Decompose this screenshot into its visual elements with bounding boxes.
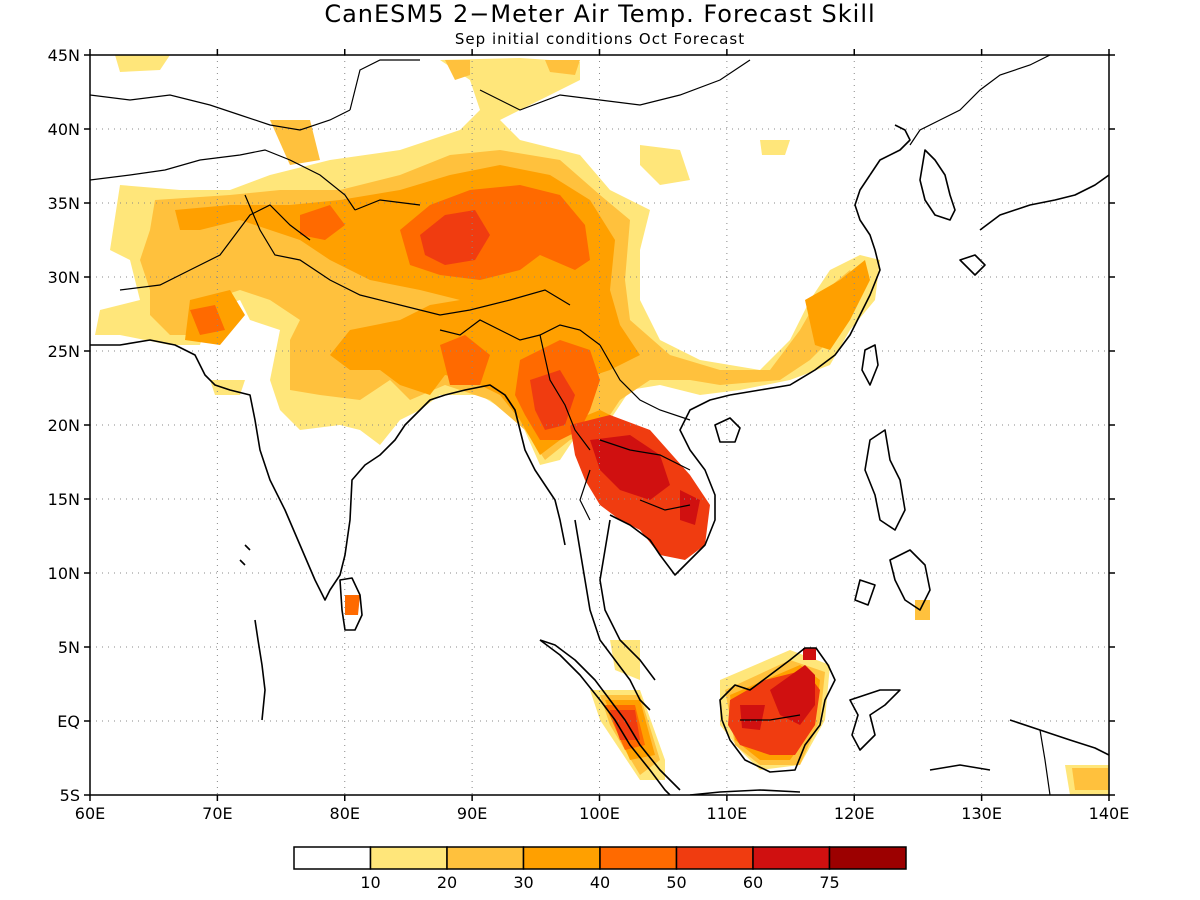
colorbar-label: 75 bbox=[819, 873, 839, 892]
y-tick-label: 5N bbox=[58, 638, 80, 657]
y-tick-label: 20N bbox=[48, 416, 80, 435]
y-tick-label: 5S bbox=[60, 786, 80, 805]
y-tick-label: 15N bbox=[48, 490, 80, 509]
colorbar-swatch bbox=[446, 846, 525, 870]
y-tick-label: 40N bbox=[48, 120, 80, 139]
y-tick-label: 10N bbox=[48, 564, 80, 583]
colorbar-label: 50 bbox=[666, 873, 686, 892]
colorbar-swatch bbox=[752, 846, 831, 870]
y-tick-label: 45N bbox=[48, 46, 80, 65]
colorbar-swatch bbox=[675, 846, 754, 870]
skill-shading bbox=[95, 55, 1109, 795]
y-tick-label: EQ bbox=[57, 712, 80, 731]
colorbar-label: 10 bbox=[360, 873, 380, 892]
figure-title: CanESM5 2−Meter Air Temp. Forecast Skill bbox=[324, 0, 875, 28]
x-axis: 60E 70E 80E 90E 100E 110E 120E 130E 140E bbox=[75, 49, 1130, 823]
figure-subtitle: Sep initial conditions Oct Forecast bbox=[455, 30, 745, 48]
x-tick-label: 60E bbox=[75, 804, 105, 823]
country-borders bbox=[90, 55, 1051, 795]
coastlines bbox=[90, 124, 1109, 795]
colorbar-swatch bbox=[599, 846, 678, 870]
y-tick-label: 35N bbox=[48, 194, 80, 213]
colorbar-swatch bbox=[828, 846, 907, 870]
colorbar-label: 60 bbox=[743, 873, 763, 892]
colorbar-label: 20 bbox=[437, 873, 457, 892]
x-tick-label: 130E bbox=[961, 804, 1002, 823]
colorbar-label: 40 bbox=[590, 873, 610, 892]
colorbar-label: 30 bbox=[513, 873, 533, 892]
x-tick-label: 120E bbox=[834, 804, 875, 823]
y-tick-label: 30N bbox=[48, 268, 80, 287]
x-tick-label: 110E bbox=[707, 804, 748, 823]
x-tick-label: 100E bbox=[579, 804, 620, 823]
x-tick-label: 140E bbox=[1089, 804, 1130, 823]
colorbar: 10 20 30 40 50 60 75 bbox=[293, 846, 907, 892]
colorbar-swatch bbox=[369, 846, 448, 870]
x-tick-label: 90E bbox=[457, 804, 487, 823]
y-axis: 45N 40N 35N 30N 25N 20N 15N 10N 5N EQ 5S bbox=[48, 46, 1115, 805]
x-tick-label: 70E bbox=[202, 804, 232, 823]
y-tick-label: 25N bbox=[48, 342, 80, 361]
x-tick-label: 80E bbox=[330, 804, 360, 823]
colorbar-swatch bbox=[293, 846, 372, 870]
map-plot-area bbox=[90, 55, 1109, 795]
colorbar-swatch bbox=[522, 846, 601, 870]
